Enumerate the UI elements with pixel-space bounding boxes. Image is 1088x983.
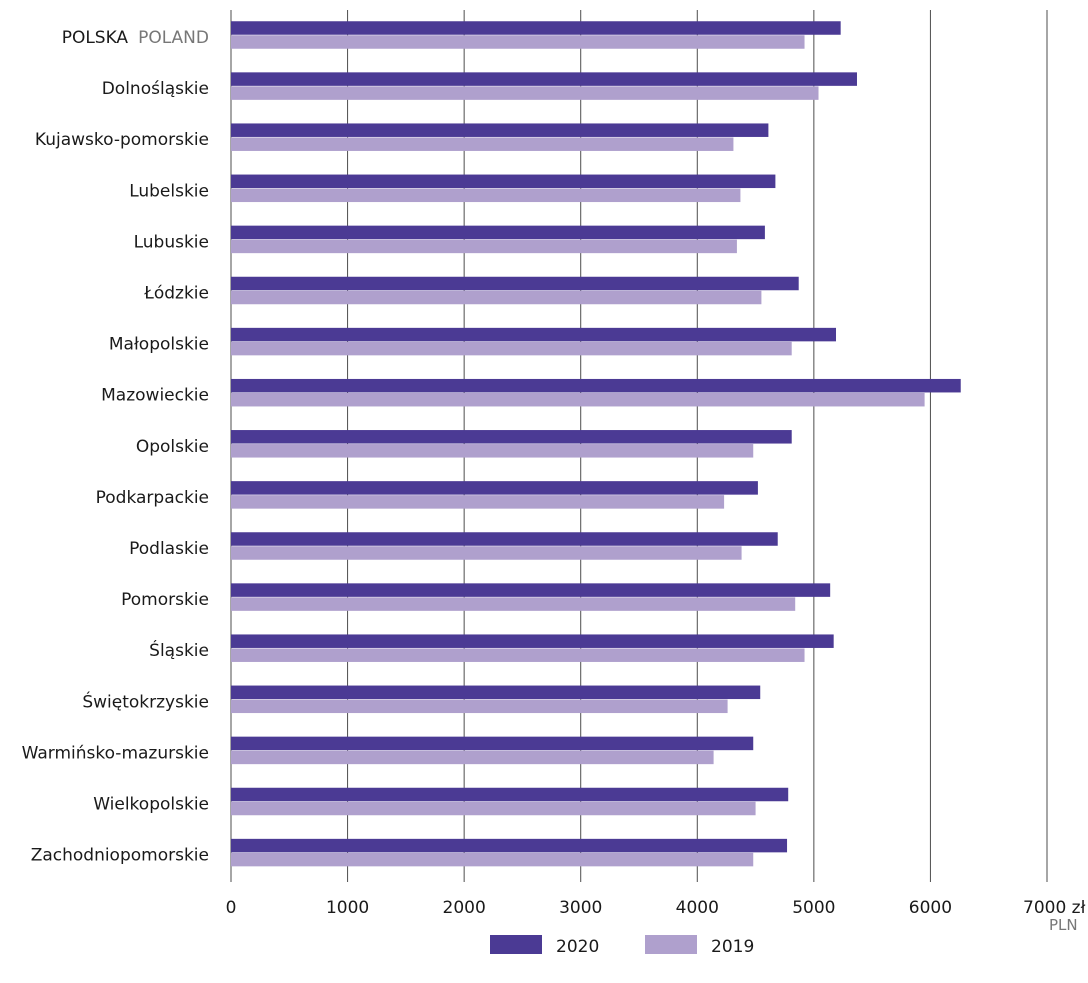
bar-2020 xyxy=(231,123,769,137)
category-label: Lubelskie xyxy=(129,181,209,201)
bar-2020 xyxy=(231,72,857,86)
bar-2020 xyxy=(231,736,754,751)
bar-2019 xyxy=(231,750,714,765)
category-label: Pomorskie xyxy=(121,590,209,610)
bar-2020 xyxy=(231,532,778,546)
bar-2019 xyxy=(231,699,728,714)
bar-2020 xyxy=(231,685,761,700)
bar-2019 xyxy=(231,801,756,816)
legend-swatch-2019 xyxy=(645,935,697,954)
bar-2020 xyxy=(231,225,765,240)
bar-2019 xyxy=(231,137,734,151)
category-label: Wielkopolskie xyxy=(93,795,209,815)
bar-2019 xyxy=(231,444,754,458)
x-unit-label: PLN xyxy=(1049,916,1078,934)
category-label: Śląskie xyxy=(149,639,209,661)
bar-2020 xyxy=(231,583,831,597)
bar-2020 xyxy=(231,276,799,291)
category-label: Podkarpackie xyxy=(96,488,209,508)
legend-swatch-2020 xyxy=(490,935,542,954)
category-label: Dolnośląskie xyxy=(102,79,209,99)
legend: 2020 2019 xyxy=(490,935,754,957)
legend-label-2020: 2020 xyxy=(556,937,599,957)
bar-2019 xyxy=(231,648,805,662)
category-label: Warmińsko-mazurskie xyxy=(22,743,209,763)
x-tick-label: 0 xyxy=(226,898,237,918)
x-tick-label: 6000 xyxy=(909,898,952,918)
category-label: Podlaskie xyxy=(129,539,209,559)
x-tick-label: 7000 zł xyxy=(1023,898,1086,918)
category-label: Opolskie xyxy=(136,437,209,457)
bar-2020 xyxy=(231,174,776,189)
x-tick-label: 3000 xyxy=(559,898,602,918)
bar-2019 xyxy=(231,290,762,305)
bar-2020 xyxy=(231,634,834,648)
category-label: Małopolskie xyxy=(109,335,209,355)
x-tick-label: 2000 xyxy=(443,898,486,918)
category-label: Mazowieckie xyxy=(101,386,209,406)
x-tick-label: 5000 xyxy=(792,898,835,918)
x-tick-label: 4000 xyxy=(676,898,719,918)
category-label: Lubuskie xyxy=(134,232,209,252)
category-label: Łódzkie xyxy=(143,284,209,304)
bar-2020 xyxy=(231,327,837,342)
bar-2019 xyxy=(231,188,741,203)
bar-2019 xyxy=(231,341,792,356)
bar-2019 xyxy=(231,392,925,407)
category-label: Świętokrzyskie xyxy=(82,690,209,712)
bar-2019 xyxy=(231,239,737,254)
category-label: Kujawsko-pomorskie xyxy=(35,130,209,150)
bar-2019 xyxy=(231,35,805,49)
bar-2019 xyxy=(231,597,796,611)
bars xyxy=(231,21,961,867)
x-tick-label: 1000 xyxy=(326,898,369,918)
bar-2019 xyxy=(231,86,819,100)
category-label: Zachodniopomorskie xyxy=(31,846,209,866)
category-labels: POLSKA POLAND Dolnośląskie Kujawsko-pomorsk… xyxy=(22,28,209,866)
category-label: POLSKA POLAND xyxy=(62,28,209,48)
bar-2020 xyxy=(231,21,841,35)
bar-2020 xyxy=(231,481,758,495)
bar-2019 xyxy=(231,852,754,867)
bar-2020 xyxy=(231,787,789,802)
bar-2020 xyxy=(231,430,792,444)
bar-2020 xyxy=(231,838,788,853)
bar-2020 xyxy=(231,378,961,393)
bar-2019 xyxy=(231,546,742,560)
legend-label-2019: 2019 xyxy=(711,937,754,957)
bar-2019 xyxy=(231,495,725,509)
